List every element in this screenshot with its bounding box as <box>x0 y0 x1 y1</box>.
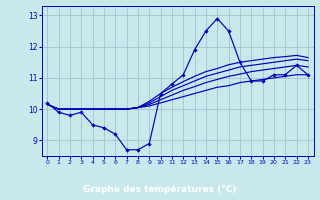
Text: Graphe des températures (°C): Graphe des températures (°C) <box>83 184 237 194</box>
